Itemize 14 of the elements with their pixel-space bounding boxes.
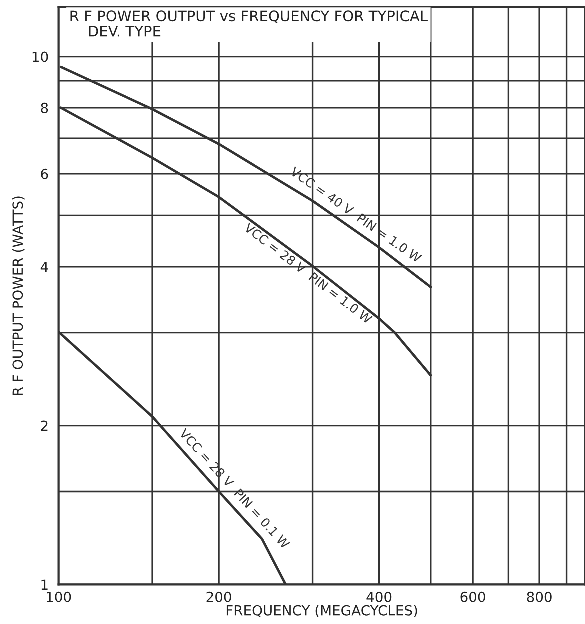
y-tick-label: 1 xyxy=(42,580,48,590)
x-tick-label: 800 xyxy=(527,592,552,602)
x-axis-title: FREQUENCY (MEGACYCLES) xyxy=(226,605,418,618)
y-axis-title: R F OUTPUT POWER (WATTS) xyxy=(12,196,25,396)
y-tick-label: 2 xyxy=(41,420,48,432)
x-tick-label: 400 xyxy=(366,592,392,602)
text: R F POWER OUTPUT vs FREQUENCY FOR TYPICAL DEV. TYPE xyxy=(70,10,428,37)
x-tick-label: 200 xyxy=(206,592,232,602)
y-tick-label: 10 xyxy=(32,52,48,62)
y-tick-label: 8 xyxy=(41,102,48,114)
x-tick-label: 100 xyxy=(47,592,72,602)
y-tick-label: 6 xyxy=(41,168,48,180)
x-tick-label: 600 xyxy=(460,592,486,602)
y-tick-label: 4 xyxy=(40,262,48,272)
